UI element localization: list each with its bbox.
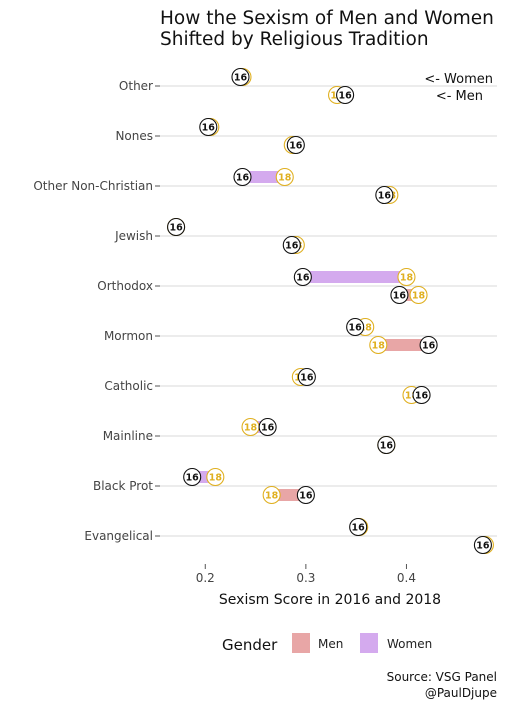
point-women-2016-jewish xyxy=(167,217,186,237)
legend-swatch-women xyxy=(360,633,378,653)
y-tick-label-nones: Nones xyxy=(115,129,153,143)
point-label-women-2016-evangelical: 16 xyxy=(352,523,366,534)
point-women-2016-other-non-christian xyxy=(233,167,252,187)
chart-title-line-2: Shifted by Religious Tradition xyxy=(160,29,429,50)
point-label-men-2016-jewish: 16 xyxy=(285,241,299,252)
point-men-2018-mormon xyxy=(369,335,388,355)
y-tick-label-jewish: Jewish xyxy=(114,229,153,243)
y-tick-label-orthodox: Orthodox xyxy=(97,279,153,293)
point-label-men-2018-black-prot: 18 xyxy=(265,491,279,502)
point-men-2016-nones xyxy=(286,135,305,155)
legend-swatch-men xyxy=(292,633,310,653)
point-label-women-2016-jewish: 16 xyxy=(169,223,183,234)
annotation-men: <- Men xyxy=(436,89,483,104)
point-women-2016-catholic xyxy=(297,367,316,387)
point-men-2016-evangelical xyxy=(473,535,492,555)
point-label-women-2016-mainline: 16 xyxy=(261,423,275,434)
point-men-2016-mormon xyxy=(419,335,438,355)
point-label-women-2016-catholic: 16 xyxy=(300,373,314,384)
y-tick-label-evangelical: Evangelical xyxy=(84,529,153,543)
point-men-2016-catholic xyxy=(412,385,431,405)
point-label-women-2018-other-non-christian: 18 xyxy=(278,173,292,184)
point-label-men-2016-other-non-christian: 16 xyxy=(378,191,392,202)
bar-men-mormon xyxy=(378,339,429,351)
legend-label-men: Men xyxy=(318,637,343,651)
point-label-men-2016-black-prot: 16 xyxy=(299,491,313,502)
x-tick-label-0: 0.2 xyxy=(196,571,215,585)
axes: Other Nones Other Non-Christian Jewish Ortho… xyxy=(33,79,416,585)
point-label-men-2018-orthodox: 18 xyxy=(412,291,426,302)
x-tick-label-2: 0.4 xyxy=(397,571,416,585)
point-men-2018-black-prot xyxy=(262,485,281,505)
point-label-women-2016-black-prot: 16 xyxy=(186,473,200,484)
source-note: Source: VSG Panel xyxy=(387,670,497,684)
point-label-men-2016-mainline: 16 xyxy=(380,441,394,452)
point-men-2018-orthodox xyxy=(409,285,428,305)
point-label-women-2016-other-non-christian: 16 xyxy=(236,173,250,184)
point-label-men-2016-nones: 16 xyxy=(289,141,303,152)
point-label-men-2016-evangelical: 16 xyxy=(476,541,490,552)
point-women-2016-mainline xyxy=(258,417,277,437)
legend-label-women: Women xyxy=(387,637,432,651)
point-label-men-2018-mormon: 18 xyxy=(372,341,386,352)
point-women-2018-orthodox xyxy=(397,267,416,287)
point-label-men-2016-orthodox: 16 xyxy=(393,291,407,302)
plot-marks: 1816181618161816181618161816181618161816… xyxy=(167,67,494,555)
y-tick-label-black-prot: Black Prot xyxy=(93,479,153,493)
y-tick-label-catholic: Catholic xyxy=(104,379,153,393)
author-handle: @PaulDjupe xyxy=(425,686,497,700)
point-label-women-2016-orthodox: 16 xyxy=(296,273,310,284)
x-axis-label: Sexism Score in 2016 and 2018 xyxy=(219,592,441,608)
point-men-2016-mainline xyxy=(377,435,396,455)
point-men-2016-other xyxy=(336,85,355,105)
point-women-2018-black-prot xyxy=(206,467,225,487)
point-women-2016-mormon xyxy=(346,317,365,337)
point-label-women-2018-mainline: 18 xyxy=(244,423,258,434)
point-label-women-2018-black-prot: 18 xyxy=(209,473,223,484)
point-label-men-2018-catholic: 18 xyxy=(405,391,419,402)
bar-women-orthodox xyxy=(302,271,407,283)
point-label-women-2016-mormon: 16 xyxy=(349,323,363,334)
legend-title: Gender xyxy=(222,636,278,654)
y-tick-label-other: Other xyxy=(119,79,153,93)
point-women-2016-nones xyxy=(199,117,218,137)
grid xyxy=(160,85,497,537)
bar-women-other-non-christian xyxy=(242,171,285,183)
point-label-women-2018-mormon: 18 xyxy=(359,323,373,334)
annotation-women: <- Women xyxy=(424,72,493,87)
x-tick-label-1: 0.3 xyxy=(296,571,315,585)
point-women-2018-other-non-christian xyxy=(275,167,294,187)
point-label-women-2018-orthodox: 18 xyxy=(400,273,414,284)
point-men-2016-jewish xyxy=(282,235,301,255)
y-tick-label-other-non-christian: Other Non-Christian xyxy=(33,179,153,193)
point-label-men-2016-catholic: 16 xyxy=(415,391,429,402)
point-men-2016-other-non-christian xyxy=(375,185,394,205)
chart-title-line-1: How the Sexism of Men and Women xyxy=(160,8,494,29)
point-women-2016-other xyxy=(231,67,250,87)
point-label-men-2016-mormon: 16 xyxy=(422,341,436,352)
point-women-2016-evangelical xyxy=(349,517,368,537)
y-tick-label-mormon: Mormon xyxy=(104,329,153,343)
point-label-women-2016-nones: 16 xyxy=(202,123,216,134)
y-tick-label-mainline: Mainline xyxy=(103,429,153,443)
point-women-2016-orthodox xyxy=(293,267,312,287)
bar-men-black-prot xyxy=(271,489,306,501)
point-label-women-2016-other: 16 xyxy=(234,73,248,84)
point-men-2016-orthodox xyxy=(390,285,409,305)
point-women-2016-black-prot xyxy=(183,467,202,487)
point-men-2016-black-prot xyxy=(296,485,315,505)
legend: Gender Men Women xyxy=(222,633,432,654)
point-label-men-2016-other: 16 xyxy=(338,91,352,102)
